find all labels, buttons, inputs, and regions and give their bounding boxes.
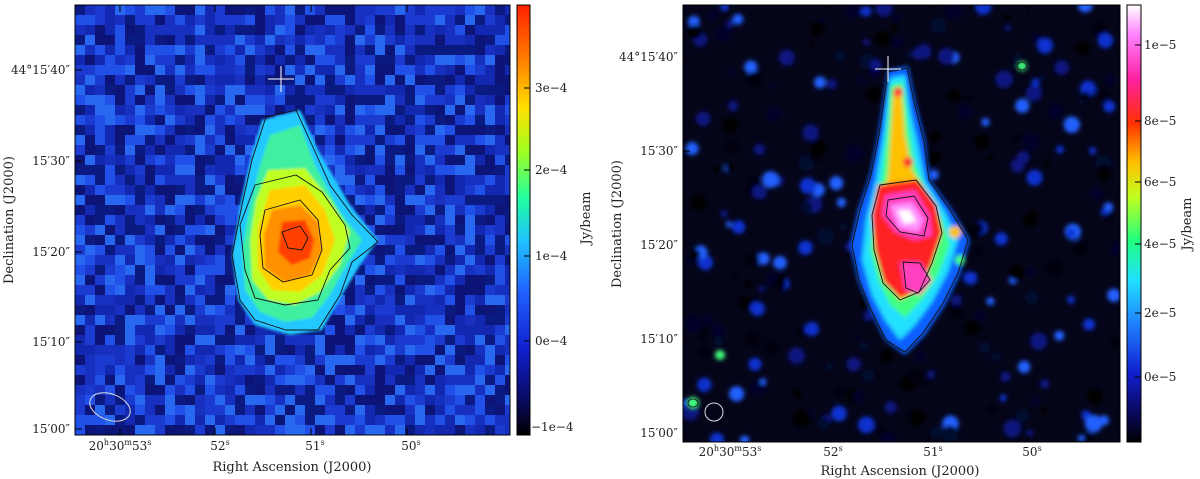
- right-colorbar-tick-4: 2e−5: [1144, 306, 1176, 320]
- right-x-ticks: [729, 5, 1029, 442]
- left-x-tick-label-2: 51s: [305, 438, 324, 453]
- left-x-tick-label-3: 50s: [401, 438, 420, 453]
- left-panel: 20h30m53s 52s 51s 50s 44°15′40″ 15′30″ 1…: [2, 4, 594, 475]
- left-x-axis-title: Right Ascension (J2000): [212, 460, 371, 475]
- left-y-tick-label-3: 15′10″: [32, 335, 70, 349]
- left-image: [75, 5, 510, 435]
- left-y-axis-title: Declination (J2000): [2, 156, 17, 284]
- left-y-ticks: [75, 69, 82, 430]
- left-y-tick-label-1: 15′30″: [32, 154, 70, 168]
- right-colorbar: 1e−5 8e−5 6e−5 4e−5 2e−5 0e−5 Jy/beam: [1126, 4, 1195, 443]
- beam-ellipse-right: [704, 402, 724, 422]
- right-y-tick-label-3: 15′10″: [640, 332, 678, 346]
- left-x-tick-label-0: 20h30m53s: [89, 438, 152, 453]
- right-image: [683, 5, 1120, 442]
- right-colorbar-tick-5: 0e−5: [1144, 370, 1176, 384]
- left-x-tick-label-1: 52s: [210, 438, 229, 453]
- left-x-ticks: [119, 5, 408, 435]
- left-y-tick-label-2: 15′20″: [32, 245, 70, 259]
- left-colorbar-tick-0: 3e−4: [535, 81, 568, 95]
- left-colorbar-tick-3: 0e−4: [535, 334, 568, 348]
- left-colorbar-unit-label: Jy/beam: [579, 191, 594, 246]
- right-x-tick-label-1: 52s: [823, 444, 842, 459]
- left-colorbar: 3e−4 2e−4 1e−4 0e−4 −1e−4 Jy/beam: [516, 4, 594, 436]
- right-y-tick-label-2: 15′20″: [640, 238, 678, 252]
- right-x-tick-label-2: 51s: [923, 444, 942, 459]
- right-colorbar-tick-0: 1e−5: [1144, 38, 1176, 52]
- right-y-tick-label-1: 15′30″: [640, 144, 678, 158]
- right-colorbar-tick-2: 6e−5: [1144, 175, 1176, 189]
- left-y-tick-label-0: 44°15′40″: [11, 63, 71, 77]
- right-colorbar-tick-1: 8e−5: [1144, 114, 1176, 128]
- right-x-axis-title: Right Ascension (J2000): [820, 464, 979, 479]
- left-colorbar-tick-1: 2e−4: [535, 163, 568, 177]
- left-colorbar-tick-2: 1e−4: [535, 249, 568, 263]
- source-position-marker: [268, 66, 294, 92]
- right-y-ticks: [683, 56, 690, 434]
- right-y-tick-label-0: 44°15′40″: [619, 50, 679, 64]
- right-y-tick-label-4: 15′00″: [640, 426, 678, 440]
- left-colorbar-tick-4: −1e−4: [531, 420, 574, 434]
- beam-ellipse: [89, 392, 131, 422]
- right-x-tick-label-0: 20h30m53s: [699, 444, 762, 459]
- right-colorbar-unit-label: Jy/beam: [1180, 197, 1195, 252]
- right-panel: 20h30m53s 52s 51s 50s 44°15′40″ 15′30″ 1…: [610, 4, 1195, 479]
- source-position-marker-right: [875, 56, 901, 82]
- right-y-axis-title: Declination (J2000): [610, 160, 625, 288]
- right-x-tick-label-3: 50s: [1022, 444, 1041, 459]
- right-colorbar-tick-3: 4e−5: [1144, 237, 1176, 251]
- left-y-tick-label-4: 15′00″: [32, 422, 70, 436]
